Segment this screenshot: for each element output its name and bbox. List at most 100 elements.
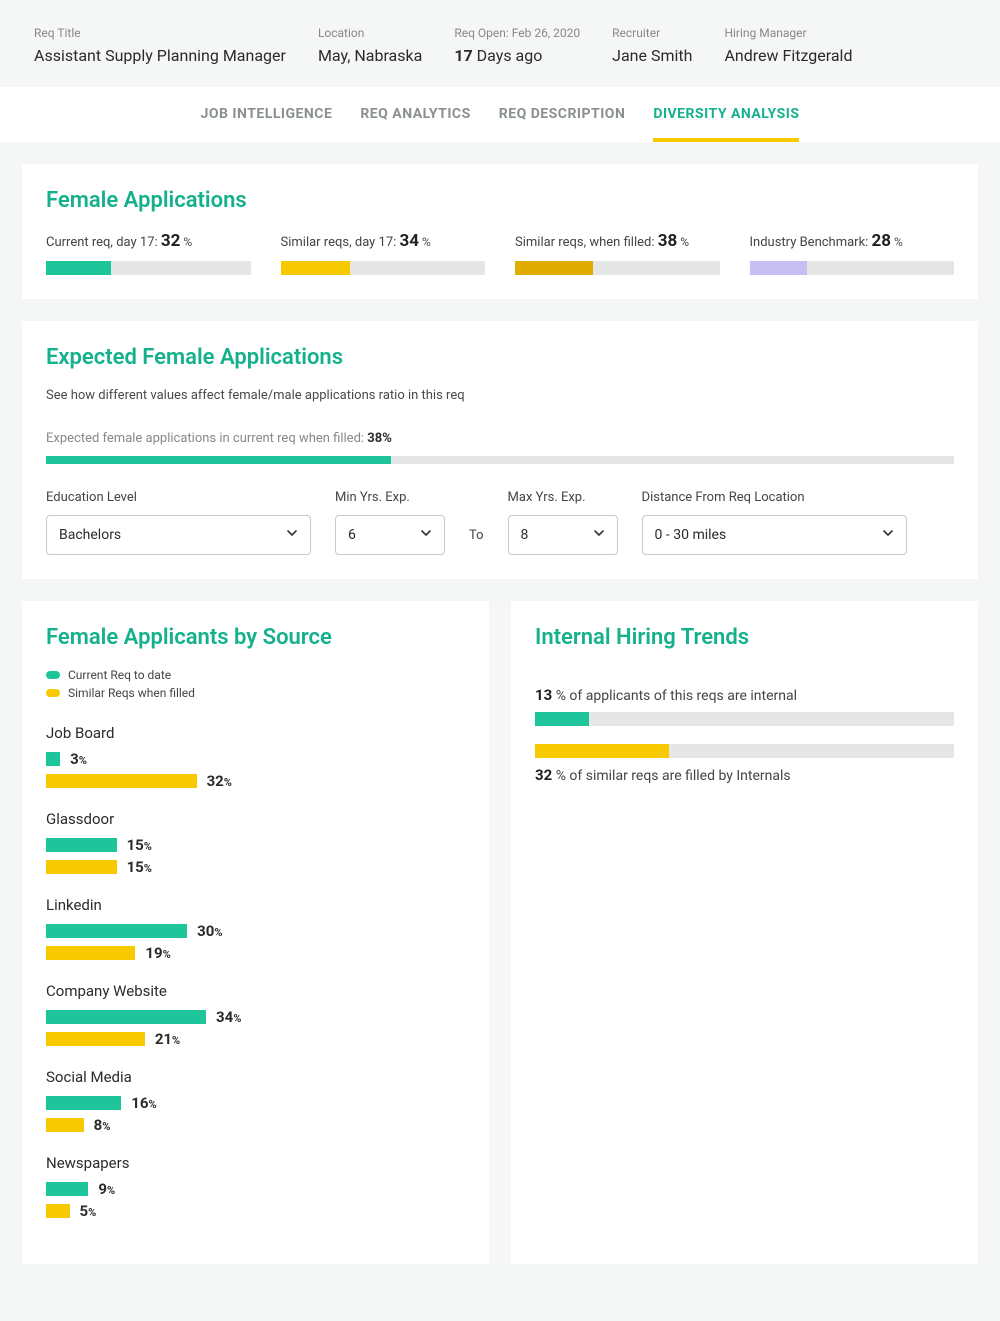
source-value: 34% — [216, 1008, 241, 1026]
bar-fill — [281, 261, 351, 275]
expected-label: Expected female applications in current … — [46, 431, 954, 446]
source-row: Newspapers 9%5% — [46, 1154, 465, 1220]
select-value: Bachelors — [59, 527, 121, 543]
source-bar-similar: 21% — [46, 1030, 465, 1048]
source-value: 3% — [70, 750, 87, 768]
value: Andrew Fitzgerald — [724, 46, 852, 65]
source-value: 9% — [98, 1180, 115, 1198]
metrics-row: Current req, day 17: 32 % Similar reqs, … — [46, 231, 954, 275]
bar-track — [515, 261, 720, 275]
bar-fill — [535, 712, 589, 726]
bar-fill — [46, 946, 135, 960]
chevron-down-icon — [593, 527, 605, 543]
metric-label: Similar reqs, when filled: 38 % — [515, 231, 720, 251]
value: May, Nabraska — [318, 46, 422, 65]
bar-fill — [46, 1204, 70, 1218]
bar-fill — [46, 860, 117, 874]
internal-row-similar: 32 % of similar reqs are filled by Inter… — [535, 744, 954, 784]
control-label: Distance From Req Location — [642, 490, 907, 505]
source-bar-similar: 32% — [46, 772, 465, 790]
label: Req Open: Feb 26, 2020 — [454, 26, 580, 40]
source-bar-similar: 8% — [46, 1116, 465, 1134]
value: Assistant Supply Planning Manager — [34, 46, 286, 65]
expected-bar-track — [46, 456, 954, 464]
metric-label: Industry Benchmark: 28 % — [750, 231, 955, 251]
label: Recruiter — [612, 26, 692, 40]
source-value: 32% — [207, 772, 232, 790]
card-by-source: Female Applicants by Source Current Req … — [22, 601, 489, 1264]
source-bar-current: 3% — [46, 750, 465, 768]
control-max-years: Max Yrs. Exp. 8 — [508, 490, 618, 555]
tab-req-description[interactable]: REQ DESCRIPTION — [499, 87, 626, 142]
source-value: 8% — [94, 1116, 111, 1134]
max-years-select[interactable]: 8 — [508, 515, 618, 555]
bar-fill — [46, 1010, 206, 1024]
source-value: 19% — [145, 944, 170, 962]
source-row: Social Media16%8% — [46, 1068, 465, 1134]
legend-item-current: Current Req to date — [46, 668, 465, 682]
education-select[interactable]: Bachelors — [46, 515, 311, 555]
source-value: 16% — [131, 1094, 156, 1112]
select-value: 0 - 30 miles — [655, 527, 727, 543]
source-value: 21% — [155, 1030, 180, 1048]
field-req-title: Req Title Assistant Supply Planning Mana… — [34, 26, 286, 65]
source-name: Newspapers — [46, 1154, 465, 1172]
legend-label: Similar Reqs when filled — [68, 686, 195, 700]
bar-fill — [46, 1096, 121, 1110]
source-name: Linkedin — [46, 896, 465, 914]
source-bar-current: 34% — [46, 1008, 465, 1026]
bar-fill — [750, 261, 807, 275]
bar-fill — [46, 261, 111, 275]
control-min-years: Min Yrs. Exp. 6 — [335, 490, 445, 555]
card-expected-female: Expected Female Applications See how dif… — [22, 321, 978, 579]
metric-similar-day17: Similar reqs, day 17: 34 % — [281, 231, 486, 275]
card-title: Female Applicants by Source — [46, 625, 465, 650]
tab-req-analytics[interactable]: REQ ANALYTICS — [360, 87, 470, 142]
label: Req Title — [34, 26, 286, 40]
control-label: Education Level — [46, 490, 311, 505]
source-value: 15% — [127, 858, 152, 876]
legend: Current Req to date Similar Reqs when fi… — [46, 668, 465, 700]
internal-row-applicants: 13 % of applicants of this reqs are inte… — [535, 686, 954, 726]
bar-track — [46, 261, 251, 275]
legend-swatch — [46, 671, 60, 679]
control-label: Min Yrs. Exp. — [335, 490, 445, 505]
field-req-open: Req Open: Feb 26, 2020 17 Days ago — [454, 26, 580, 65]
internal-label: 32 % of similar reqs are filled by Inter… — [535, 766, 954, 784]
sources-list: Job Board3%32% Glassdoor15%15% Linkedin3… — [46, 724, 465, 1220]
source-name: Glassdoor — [46, 810, 465, 828]
source-row: Job Board 3% 32% — [46, 724, 465, 790]
chevron-down-icon — [420, 527, 432, 543]
source-bar-similar: 19% — [46, 944, 465, 962]
bar-fill — [515, 261, 593, 275]
distance-select[interactable]: 0 - 30 miles — [642, 515, 907, 555]
min-years-select[interactable]: 6 — [335, 515, 445, 555]
chevron-down-icon — [882, 527, 894, 543]
bar-track — [750, 261, 955, 275]
control-distance: Distance From Req Location 0 - 30 miles — [642, 490, 907, 555]
bar-track — [535, 744, 954, 758]
card-title: Expected Female Applications — [46, 345, 954, 370]
source-value: 5% — [80, 1202, 97, 1220]
source-row: Linkedin 30% 19% — [46, 896, 465, 962]
bar-fill — [46, 752, 60, 766]
field-hiring-manager: Hiring Manager Andrew Fitzgerald — [724, 26, 852, 65]
control-education: Education Level Bachelors — [46, 490, 311, 555]
tab-job-intelligence[interactable]: JOB INTELLIGENCE — [201, 87, 333, 142]
legend-label: Current Req to date — [68, 668, 171, 682]
source-bar-current: 9% — [46, 1180, 465, 1198]
control-label: Max Yrs. Exp. — [508, 490, 618, 505]
internal-label: 13 % of applicants of this reqs are inte… — [535, 686, 954, 704]
source-name: Job Board — [46, 724, 465, 742]
card-title: Female Applications — [46, 188, 954, 213]
bar-fill — [46, 838, 117, 852]
to-label: To — [469, 528, 484, 555]
source-bar-current: 16% — [46, 1094, 465, 1112]
source-row: Glassdoor15%15% — [46, 810, 465, 876]
metric-label: Similar reqs, day 17: 34 % — [281, 231, 486, 251]
source-bar-similar: 5% — [46, 1202, 465, 1220]
bar-fill — [46, 1118, 84, 1132]
bar-track — [535, 712, 954, 726]
source-value: 30% — [197, 922, 222, 940]
tab-diversity-analysis[interactable]: DIVERSITY ANALYSIS — [653, 87, 799, 142]
